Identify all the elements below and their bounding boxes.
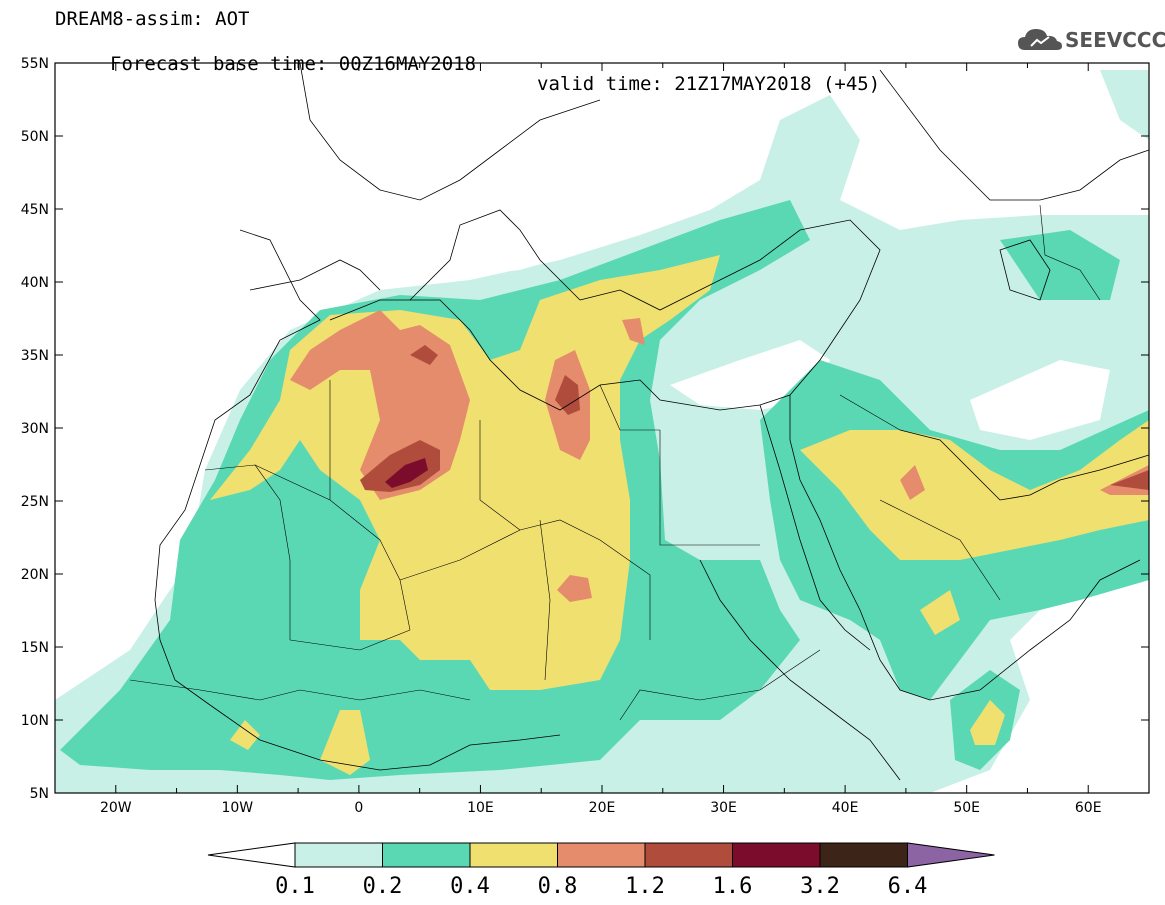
base-time-label: Forecast base time: 00Z16MAY2018 [110, 53, 477, 75]
aot-band-0.2-caspian [1000, 230, 1120, 300]
lat-label: 55N [21, 56, 49, 72]
aot-band-1.2-iran [1110, 470, 1149, 490]
colorbar-label: 1.2 [625, 874, 665, 899]
colorbar-label: 0.1 [275, 874, 315, 899]
aot-band-1.2-n [410, 345, 438, 365]
colorbar-segment [732, 842, 821, 868]
aot-band-0.8-chad [557, 575, 592, 602]
lat-label: 20N [21, 567, 49, 583]
aot-band-0.8-arabia [900, 465, 925, 500]
aot-band-1.2-libya [555, 375, 580, 415]
colorbar: 0.1 0.2 0.4 0.8 1.2 1.6 3.2 6.4 [207, 842, 995, 899]
lat-label: 25N [21, 494, 49, 510]
colorbar-segment [469, 842, 558, 868]
aot-band-0.4-somalia [970, 700, 1005, 745]
lat-label: 45N [21, 202, 49, 218]
lon-label: 50E [953, 800, 980, 816]
latitude-labels: 55N 50N 45N 40N 35N 30N 25N 20N 15N 10N 5N [21, 56, 49, 802]
lon-label: 20W [100, 800, 132, 816]
axis-ticks [54, 62, 1150, 794]
lon-label: 30E [710, 800, 737, 816]
aot-contour-fields [55, 63, 1149, 793]
aot-hole-iran [970, 360, 1110, 440]
colorbar-segment [819, 842, 908, 868]
lat-label: 40N [21, 275, 49, 291]
lat-label: 50N [21, 129, 49, 145]
longitude-labels: 20W 10W 0 10E 20E 30E 40E 50E 60E [100, 800, 1102, 816]
coastlines [154, 63, 1149, 781]
colorbar-label: 6.4 [888, 874, 928, 899]
colorbar-label: 0.8 [538, 874, 578, 899]
seevccc-logo: SEEVCCC [1017, 26, 1165, 56]
lat-label: 15N [21, 640, 49, 656]
lon-label: 20E [589, 800, 616, 816]
lat-label: 10N [21, 713, 49, 729]
time-info: Forecast base time: 00Z16MAY2018 valid t… [55, 34, 880, 94]
aot-hole-europe [230, 63, 780, 300]
lat-label: 30N [21, 421, 49, 437]
colorbar-label: 1.6 [713, 874, 753, 899]
aot-band-0.8-greece [622, 318, 645, 345]
colorbar-segment [294, 842, 383, 868]
aot-band-0.4-gulf [920, 590, 960, 635]
lon-label: 10E [467, 800, 494, 816]
lon-label: 0 [354, 800, 363, 816]
colorbar-segment [907, 842, 995, 868]
lat-label: 5N [30, 786, 49, 802]
aot-band-1.2 [360, 440, 440, 492]
valid-time-label: valid time: 21Z17MAY2018 (+45) [537, 73, 881, 95]
lon-label: 10W [221, 800, 253, 816]
logo-text: SEEVCCC [1065, 28, 1165, 52]
lon-label: 40E [832, 800, 859, 816]
colorbar-label: 3.2 [800, 874, 840, 899]
aot-band-0.1-ne [1100, 70, 1149, 140]
lon-label: 60E [1075, 800, 1102, 816]
colorbar-segment [557, 842, 646, 868]
colorbar-label: 0.2 [363, 874, 403, 899]
aot-band-0.4-arabia [800, 420, 1149, 560]
colorbar-segment [382, 842, 471, 868]
colorbar-segment [207, 842, 296, 868]
cloud-icon [1018, 29, 1062, 50]
aot-band-0.4-wa [320, 710, 370, 775]
map-title: DREAM8-assim: AOT [55, 8, 250, 30]
lat-label: 35N [21, 348, 49, 364]
country-borders [129, 204, 1101, 721]
aot-band-0.4-wa2 [230, 720, 260, 750]
aot-band-1.6 [385, 458, 428, 488]
colorbar-label: 0.4 [450, 874, 490, 899]
colorbar-segment [644, 842, 733, 868]
